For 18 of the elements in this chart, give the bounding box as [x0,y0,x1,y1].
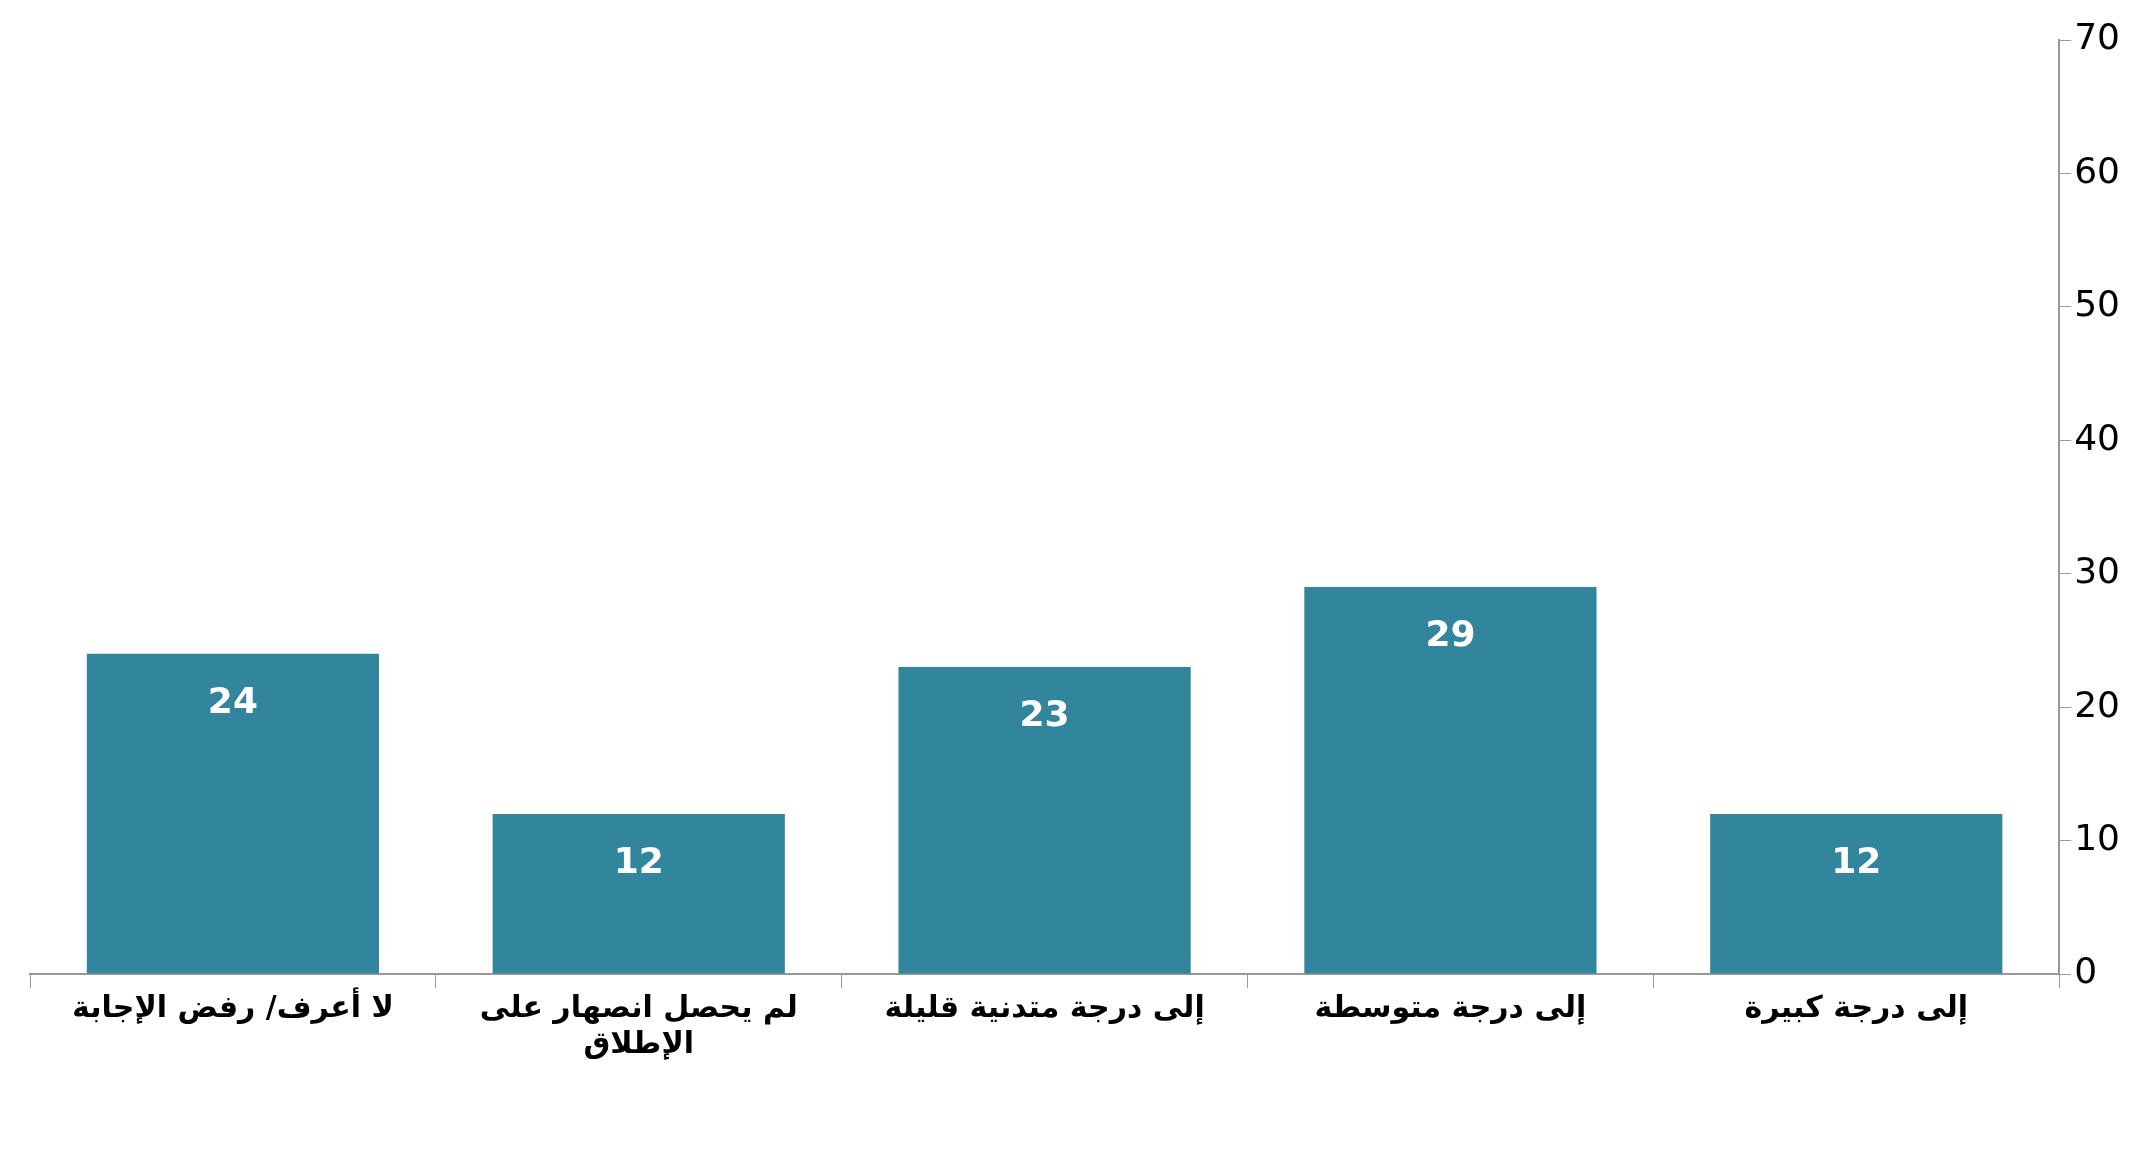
y-tick-label: 0 [2074,950,2098,992]
y-tick-label: 30 [2074,550,2120,592]
data-label: 29 [1425,613,1476,655]
x-tick-label: لا أعرف/ رفض الإجابة [72,986,394,1024]
y-tick-label: 20 [2074,683,2120,725]
x-tick-label: إلى درجة متوسطة [1314,988,1587,1025]
data-label: 24 [207,680,258,722]
y-tick-label: 60 [2074,149,2120,191]
data-label: 12 [613,840,664,882]
data-label: 12 [1831,840,1882,882]
x-tick-label: إلى درجة متدنية قليلة [884,988,1205,1025]
data-label: 23 [1019,693,1070,735]
x-tick-label: لم يحصل انصهار على الإطلاق [479,988,798,1060]
y-tick-label: 50 [2074,283,2120,325]
y-tick-label: 40 [2074,416,2120,458]
y-tick-label: 70 [2074,16,2120,58]
y-tick-label: 10 [2074,816,2120,858]
x-tick-label: إلى درجة كبيرة [1744,988,1969,1025]
